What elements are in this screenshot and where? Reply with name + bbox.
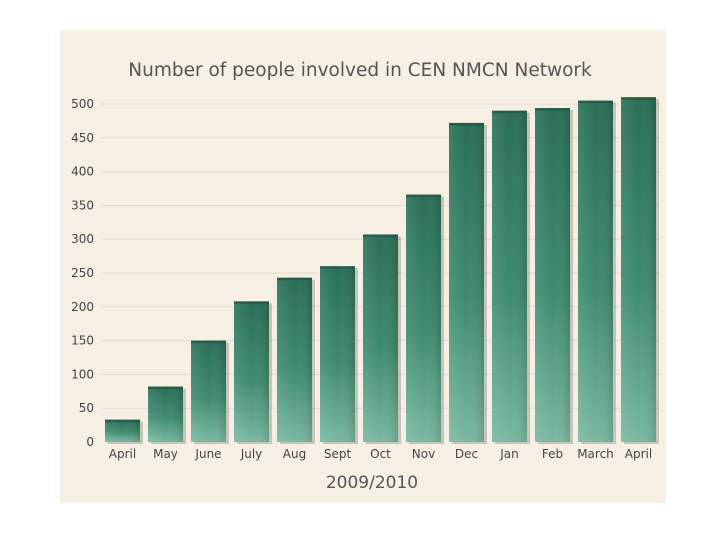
x-tick-label: April	[109, 447, 136, 461]
y-tick-label: 250	[71, 266, 94, 280]
bar-top-edge	[449, 122, 484, 126]
y-tick-label: 350	[71, 198, 94, 212]
bar-top-edge	[406, 194, 441, 198]
bar-highlight	[191, 340, 226, 442]
bar-top-edge	[535, 108, 570, 111]
x-tick-label: March	[577, 447, 614, 461]
x-tick-label: July	[240, 447, 263, 461]
bar-highlight	[535, 108, 570, 442]
bar-highlight	[234, 301, 269, 442]
bar-highlight	[363, 234, 398, 442]
bar-top-edge	[363, 234, 398, 237]
y-tick-label: 300	[71, 232, 94, 246]
bar-highlight	[277, 277, 312, 442]
y-tick-label: 50	[79, 401, 94, 415]
y-tick-label: 100	[71, 367, 94, 381]
bar-chart: Number of people involved in CEN NMCN Ne…	[71, 60, 660, 493]
bar-top-edge	[621, 97, 656, 100]
y-tick-label: 0	[86, 435, 94, 449]
x-axis: April May June July Aug Sept Oct Nov Dec Jan Feb Ma…	[109, 447, 652, 461]
bar-highlight	[578, 100, 613, 443]
y-tick-label: 450	[71, 131, 94, 145]
bars	[105, 97, 659, 445]
x-axis-label: 2009/2010	[326, 473, 418, 493]
bar-highlight	[406, 194, 441, 442]
bar-top-edge	[105, 419, 140, 423]
bar-top-edge	[234, 301, 269, 304]
bar-top-edge	[320, 266, 355, 269]
x-tick-label: Jan	[499, 447, 519, 461]
x-tick-label: Feb	[542, 447, 563, 461]
y-tick-label: 200	[71, 300, 94, 314]
y-tick-label: 400	[71, 165, 94, 179]
bar-highlight	[492, 110, 527, 442]
x-tick-label: Oct	[370, 447, 391, 461]
x-tick-label: Aug	[283, 447, 306, 461]
x-tick-label: Nov	[412, 447, 435, 461]
bar-top-edge	[148, 386, 183, 390]
y-tick-label: 150	[71, 334, 94, 348]
x-tick-label: May	[153, 447, 178, 461]
x-tick-label: Sept	[324, 447, 352, 461]
x-tick-label: June	[194, 447, 221, 461]
chart-title: Number of people involved in CEN NMCN Ne…	[128, 60, 592, 81]
bar-top-edge	[191, 340, 226, 344]
bar-top-edge	[578, 100, 613, 104]
y-tick-label: 500	[71, 97, 94, 111]
bar-highlight	[148, 386, 183, 442]
bar-top-edge	[277, 277, 312, 281]
chart-panel: Number of people involved in CEN NMCN Ne…	[60, 30, 666, 503]
bar-highlight	[449, 122, 484, 442]
x-tick-label: Dec	[455, 447, 478, 461]
bar-highlight	[621, 97, 656, 443]
bar-highlight	[320, 266, 355, 442]
bar-highlight	[105, 419, 140, 442]
x-tick-label: April	[625, 447, 652, 461]
bar-top-edge	[492, 110, 527, 114]
y-axis: 0 50 100 150 200 250 300 350 400 450 500	[71, 97, 94, 449]
